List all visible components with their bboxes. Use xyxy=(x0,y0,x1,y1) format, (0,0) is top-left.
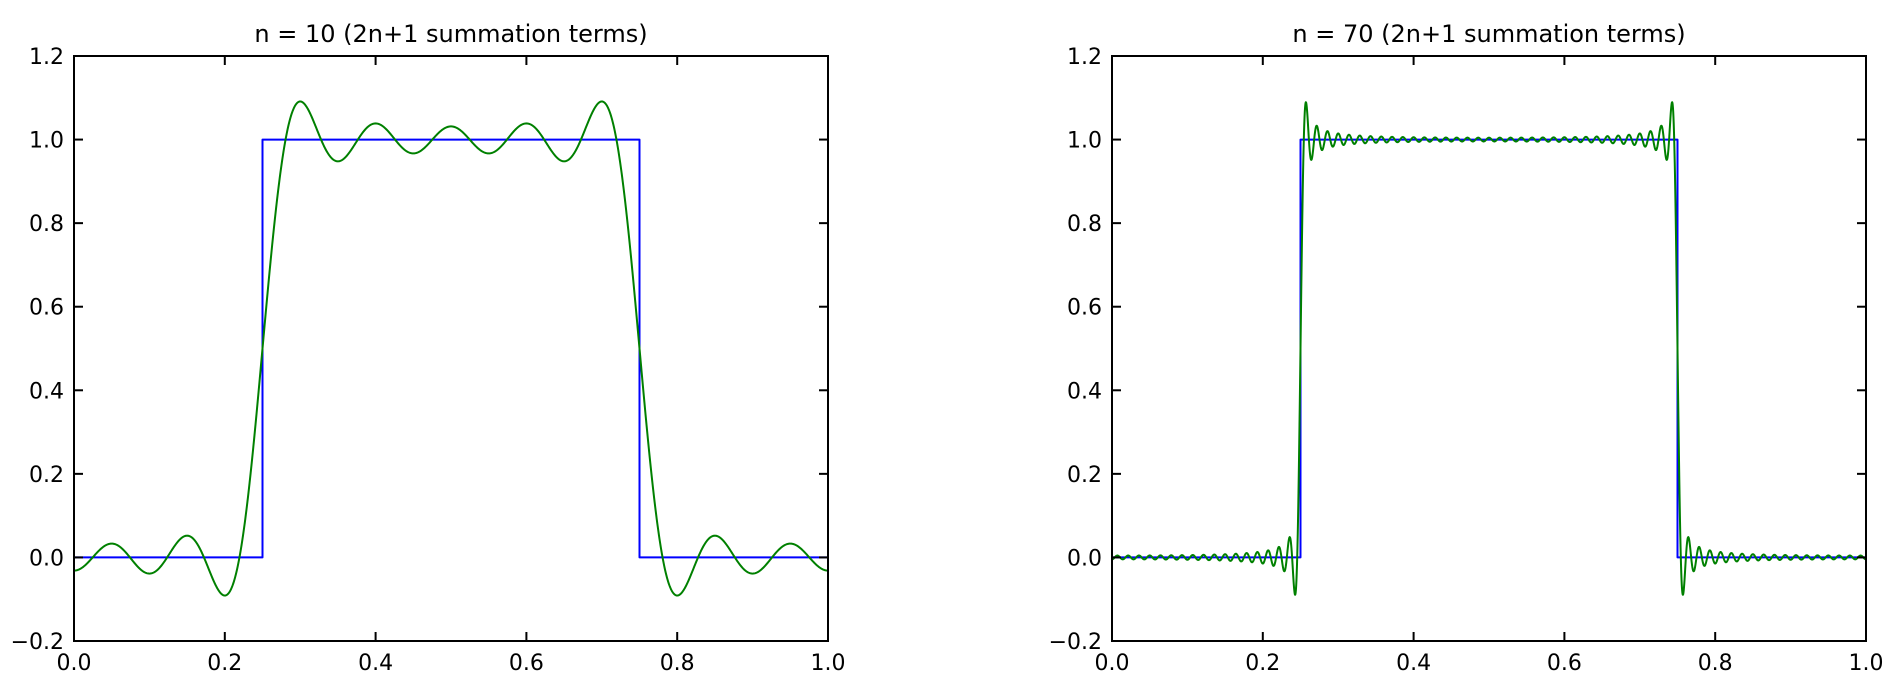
plot-area-left: 0.0 0.2 0.4 0.6 0.8 1.0−0.20.00.20.40.60.81.0… xyxy=(11,45,846,676)
x-tick-label: 0.4 xyxy=(1396,651,1431,676)
y-tick-label: 0.0 xyxy=(29,546,64,571)
plot-title-left: n = 10 (2n+1 summation terms) xyxy=(254,20,647,48)
square-wave-line xyxy=(74,138,828,559)
y-tick-label: 0.2 xyxy=(1067,463,1102,488)
x-tick-label: 0.2 xyxy=(207,651,242,676)
y-tick-label: 0.0 xyxy=(1067,546,1102,571)
y-tick-label: 1.2 xyxy=(29,45,64,70)
y-tick-label: 0.6 xyxy=(1067,296,1102,321)
fourier-partial-sum-line xyxy=(1112,101,1866,596)
x-tick-label: 0.4 xyxy=(358,651,393,676)
x-tick-label: 0.8 xyxy=(1698,651,1733,676)
x-tick-label: 0.6 xyxy=(509,651,544,676)
axes-frame xyxy=(1111,55,1867,642)
plot-area-right: 0.0 0.2 0.4 0.6 0.8 1.0−0.20.00.20.40.60.81.0… xyxy=(1049,45,1884,676)
y-tick-label: 0.4 xyxy=(29,379,64,404)
subplot-right: n = 70 (2n+1 summation terms) 0.0 0.2 0.4 0… xyxy=(1049,20,1884,676)
y-tick-label: −0.2 xyxy=(1049,630,1102,655)
x-tick-label: 1.0 xyxy=(1849,651,1884,676)
x-tick-label: 0.2 xyxy=(1245,651,1280,676)
y-tick-label: 0.6 xyxy=(29,296,64,321)
y-tick-label: −0.2 xyxy=(11,630,64,655)
y-tick-label: 1.2 xyxy=(1067,45,1102,70)
subplot-left: n = 10 (2n+1 summation terms) 0.0 0.2 0.4 0… xyxy=(11,20,846,676)
y-tick-label: 0.2 xyxy=(29,463,64,488)
x-tick-label: 0.8 xyxy=(660,651,695,676)
y-tick-label: 1.0 xyxy=(1067,129,1102,154)
x-tick-label: 0.0 xyxy=(1095,651,1130,676)
y-tick-label: 1.0 xyxy=(29,129,64,154)
x-tick-label: 0.0 xyxy=(57,651,92,676)
x-tick-label: 0.6 xyxy=(1547,651,1582,676)
x-tick-label: 1.0 xyxy=(811,651,846,676)
y-tick-label: 0.4 xyxy=(1067,379,1102,404)
y-tick-label: 0.8 xyxy=(29,212,64,237)
square-wave-line xyxy=(1112,138,1866,559)
plot-title-right: n = 70 (2n+1 summation terms) xyxy=(1292,20,1685,48)
axes-frame xyxy=(73,55,829,642)
y-tick-label: 0.8 xyxy=(1067,212,1102,237)
fourier-partial-sum-line xyxy=(74,100,828,597)
